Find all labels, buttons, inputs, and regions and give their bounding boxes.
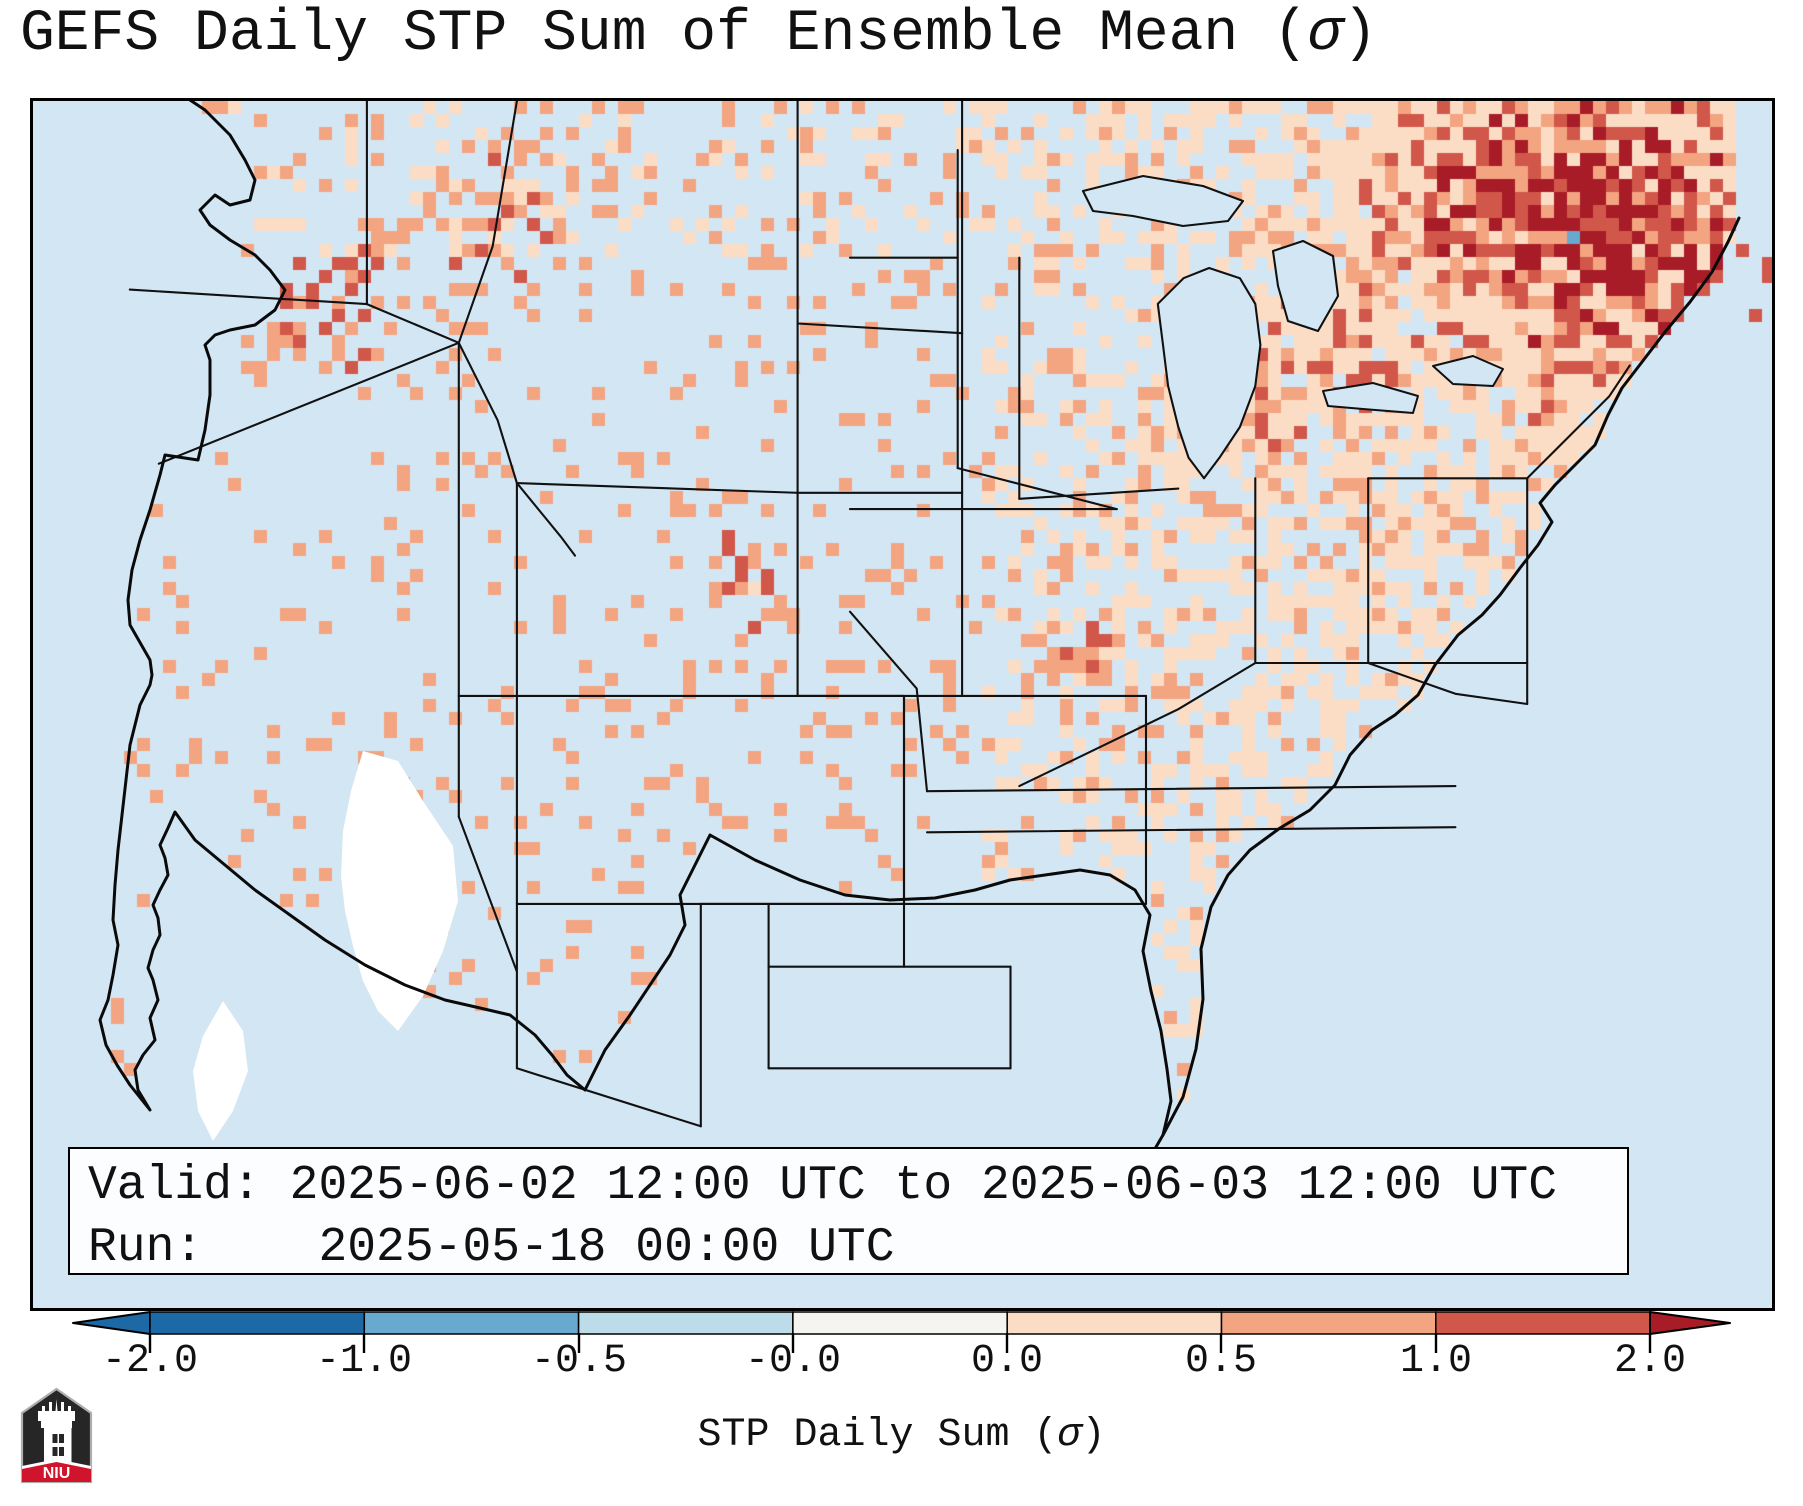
svg-text:NIU: NIU: [43, 1465, 71, 1482]
